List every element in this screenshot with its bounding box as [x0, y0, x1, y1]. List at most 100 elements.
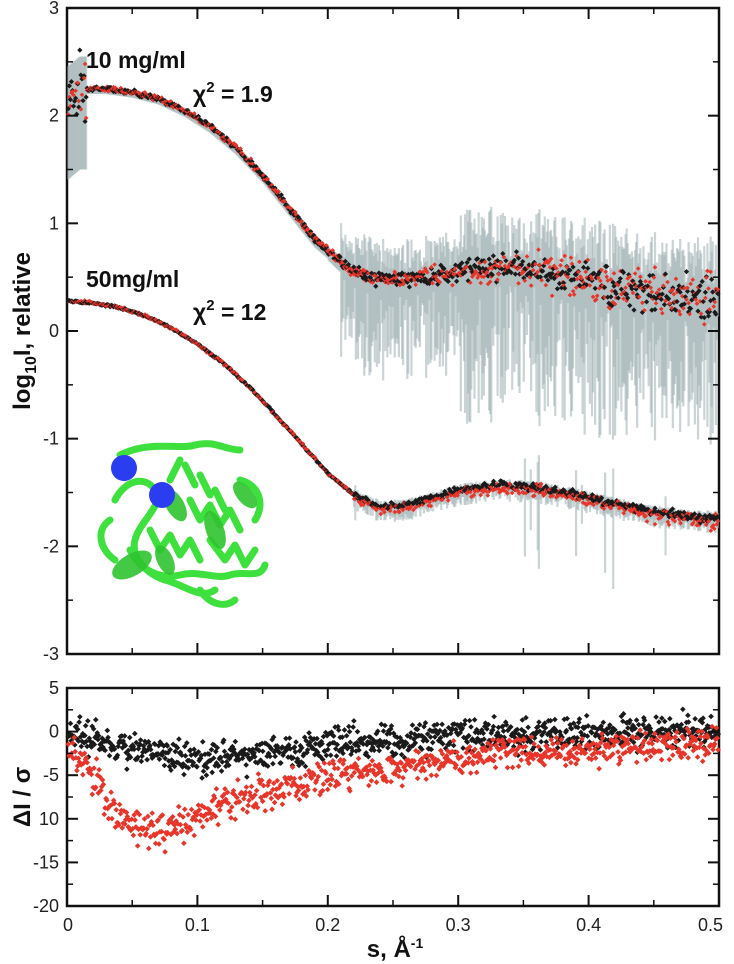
data-point-experimental [388, 499, 394, 506]
residual-point-10mgml [666, 726, 672, 733]
data-point-experimental [290, 208, 296, 214]
data-point-experimental [506, 268, 512, 274]
data-point-fit [576, 269, 581, 275]
residual-point-50mgml [132, 817, 138, 823]
residual-point-50mgml [208, 815, 215, 821]
residual-point-50mgml [147, 834, 154, 840]
residual-point-50mgml [136, 811, 143, 818]
data-point-fit [515, 266, 520, 272]
residual-point-50mgml [592, 746, 598, 752]
residual-point-10mgml [83, 738, 90, 745]
residual-point-50mgml [325, 776, 332, 783]
data-point-experimental [499, 478, 505, 484]
data-point-experimental [543, 483, 549, 489]
residual-point-50mgml [547, 747, 554, 753]
residual-point-10mgml [183, 763, 189, 770]
residual-point-50mgml [486, 754, 493, 761]
y-tick-label: 0 [49, 321, 59, 341]
residual-point-10mgml [186, 757, 192, 764]
data-point-fit [580, 285, 585, 290]
residual-point-10mgml [319, 740, 325, 747]
data-point-experimental [561, 280, 567, 286]
residual-point-50mgml [300, 783, 307, 790]
residual-point-50mgml [83, 754, 90, 761]
data-point-experimental [679, 302, 685, 308]
data-point-fit [265, 176, 271, 182]
data-point-experimental [308, 228, 314, 235]
residual-point-50mgml [69, 740, 76, 746]
residual-point-10mgml [77, 713, 83, 720]
data-point-experimental [657, 292, 663, 298]
data-point-fit [485, 493, 491, 498]
data-point-fit [151, 97, 156, 103]
data-point-fit [604, 274, 610, 280]
residual-point-10mgml [241, 746, 248, 752]
residual-point-50mgml [141, 816, 148, 822]
data-point-experimental [379, 271, 385, 277]
residual-point-10mgml [641, 717, 648, 724]
data-point-fit [712, 299, 718, 305]
residual-point-10mgml [108, 744, 114, 751]
residual-point-50mgml [171, 822, 178, 828]
residual-point-50mgml [223, 799, 230, 805]
residual-point-10mgml [411, 731, 418, 738]
data-point-fit [621, 296, 626, 301]
residual-point-50mgml [212, 813, 219, 820]
residual-point-10mgml [332, 724, 338, 730]
data-point-fit [522, 278, 528, 283]
top-panel: -3 -2 -1 0 1 2 3 [9, 0, 721, 664]
residual-point-50mgml [235, 777, 241, 783]
residual-point-10mgml [105, 734, 111, 741]
data-point-experimental [291, 212, 297, 218]
top-ylabel: log10I, relative [9, 252, 40, 410]
residual-point-50mgml [614, 738, 620, 745]
data-point-fit [554, 266, 559, 271]
residual-point-10mgml [66, 730, 72, 737]
data-point-experimental [624, 291, 630, 297]
residual-point-10mgml [372, 740, 379, 746]
residual-point-50mgml [400, 775, 406, 781]
residual-point-50mgml [116, 822, 122, 828]
residual-point-50mgml [601, 753, 608, 759]
residual-point-10mgml [159, 752, 166, 759]
residual-point-50mgml [302, 772, 309, 779]
data-point-experimental [445, 278, 451, 284]
data-point-fit [587, 283, 593, 288]
residual-point-50mgml [98, 787, 104, 794]
data-point-experimental [617, 275, 623, 282]
residual-point-50mgml [558, 736, 565, 743]
data-point-fit [685, 285, 690, 291]
data-point-fit [305, 226, 310, 232]
residual-point-50mgml [413, 763, 420, 769]
data-point-fit [430, 497, 436, 503]
data-point-fit [660, 310, 665, 316]
data-point-experimental [694, 516, 700, 522]
residual-point-10mgml [459, 725, 466, 731]
residual-point-10mgml [347, 739, 354, 746]
residual-point-50mgml [598, 730, 605, 737]
data-point-fit [652, 265, 658, 270]
residual-point-50mgml [225, 800, 232, 807]
residual-point-10mgml [523, 714, 529, 721]
data-point-experimental [482, 481, 489, 487]
data-point-fit [590, 500, 595, 506]
data-point-experimental [660, 511, 666, 517]
data-point-experimental [551, 275, 557, 282]
data-point-experimental [705, 313, 712, 319]
residual-point-10mgml [473, 726, 480, 733]
residual-point-50mgml [144, 826, 150, 832]
residual-point-50mgml [466, 755, 472, 761]
data-point-fit [374, 274, 380, 280]
data-point-experimental [695, 308, 701, 314]
data-point-fit [686, 300, 691, 306]
residual-point-50mgml [366, 762, 373, 768]
data-point-experimental [516, 271, 523, 277]
data-point-experimental [685, 309, 692, 315]
data-point-fit [677, 312, 683, 317]
residual-point-10mgml [368, 747, 375, 753]
residual-point-50mgml [105, 815, 112, 822]
data-point-experimental [571, 276, 577, 283]
residual-point-50mgml [323, 770, 329, 777]
data-point-fit [649, 289, 655, 295]
residual-point-10mgml [343, 732, 350, 739]
